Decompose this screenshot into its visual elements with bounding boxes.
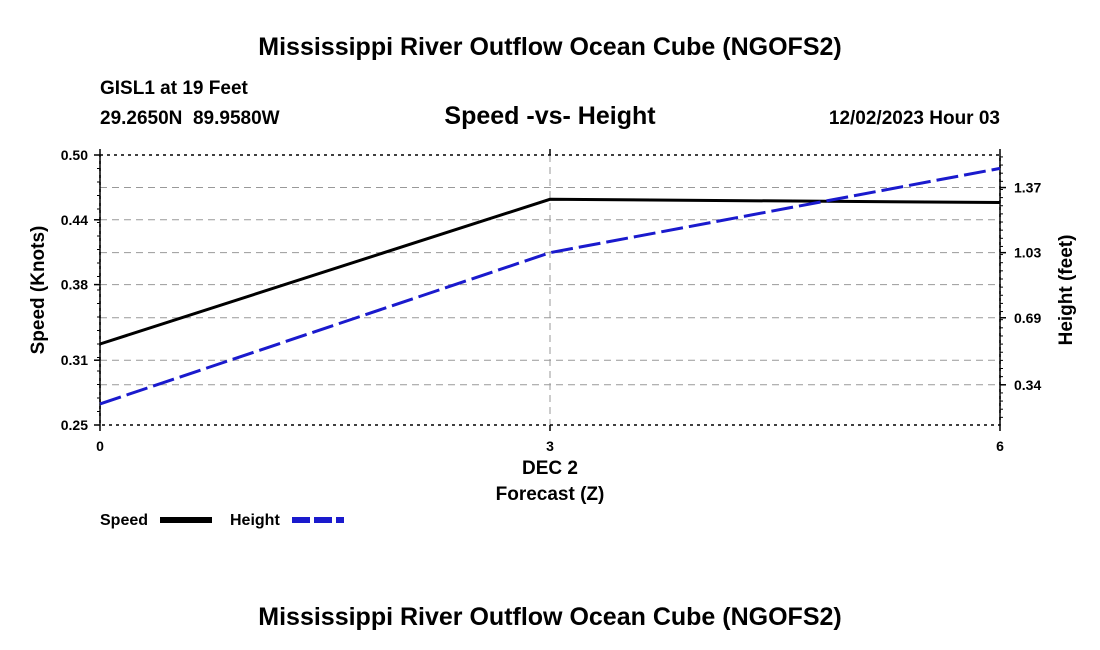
legend-label-height: Height xyxy=(230,512,280,529)
y-tick-label-3: 0.31 xyxy=(61,352,88,368)
y-axis-title: Speed (Knots) xyxy=(28,226,49,355)
y2-axis-title: Height (feet) xyxy=(1056,235,1077,346)
y2-tick-label-1: 1.03 xyxy=(1014,245,1041,261)
y-tick-label-0: 0.50 xyxy=(61,147,88,163)
legend: Speed Height xyxy=(100,512,344,529)
x-tick-label-1: 3 xyxy=(546,438,554,454)
y-tick-label-4: 0.25 xyxy=(61,417,88,433)
coordinates-label: 29.2650N 89.9580W xyxy=(100,108,280,129)
footer-title: Mississippi River Outflow Ocean Cube (NG… xyxy=(258,603,841,631)
x-tick-label-2: 6 xyxy=(996,438,1004,454)
chart-title: Speed -vs- Height xyxy=(444,102,656,130)
x-axis-date-label: DEC 2 xyxy=(522,458,578,479)
series-line-height xyxy=(99,166,1001,406)
axis-ticks: 0.50 0.44 0.38 0.31 0.25 1.37 1.03 0.69 0.34 0 3 6 xyxy=(61,147,1042,454)
grid xyxy=(100,155,1000,425)
y-tick-label-2: 0.38 xyxy=(61,277,88,293)
series-lines xyxy=(99,166,1001,406)
x-axis-title: Forecast (Z) xyxy=(496,484,605,505)
station-label: GISL1 at 19 Feet xyxy=(100,78,249,99)
y2-tick-label-0: 1.37 xyxy=(1014,180,1041,196)
y2-tick-label-3: 0.34 xyxy=(1014,377,1041,393)
y2-tick-label-2: 0.69 xyxy=(1014,310,1041,326)
main-title: Mississippi River Outflow Ocean Cube (NG… xyxy=(258,33,841,61)
x-tick-label-0: 0 xyxy=(96,438,104,454)
legend-label-speed: Speed xyxy=(100,512,148,529)
y-tick-label-1: 0.44 xyxy=(61,212,88,228)
date-label: 12/02/2023 Hour 03 xyxy=(829,108,1000,129)
